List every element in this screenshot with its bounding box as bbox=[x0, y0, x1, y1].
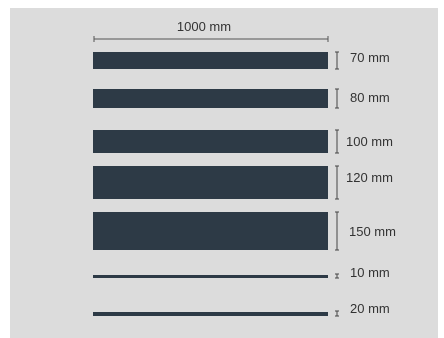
width-label: 1000 mm bbox=[177, 19, 231, 34]
profile-bar bbox=[93, 212, 328, 250]
profile-20: 20 mm bbox=[93, 301, 390, 317]
profile-label: 100 mm bbox=[346, 134, 393, 149]
profile-bar bbox=[93, 52, 328, 69]
profile-120: 120 mm bbox=[93, 165, 393, 200]
profile-bar bbox=[93, 312, 328, 316]
profile-100: 100 mm bbox=[93, 129, 393, 154]
profile-label: 10 mm bbox=[350, 265, 390, 280]
profile-label: 120 mm bbox=[346, 170, 393, 185]
profile-bar bbox=[93, 130, 328, 153]
profile-label: 70 mm bbox=[350, 50, 390, 65]
profile-150: 150 mm bbox=[93, 211, 396, 251]
width-dimension: 1000 mm bbox=[93, 19, 329, 42]
profile-label: 150 mm bbox=[349, 224, 396, 239]
profile-70: 70 mm bbox=[93, 50, 390, 70]
profile-bar bbox=[93, 89, 328, 108]
profile-80: 80 mm bbox=[93, 88, 390, 109]
profile-bar bbox=[93, 166, 328, 199]
profile-label: 20 mm bbox=[350, 301, 390, 316]
profile-label: 80 mm bbox=[350, 90, 390, 105]
profile-bar bbox=[93, 275, 328, 278]
profile-10: 10 mm bbox=[93, 265, 390, 280]
